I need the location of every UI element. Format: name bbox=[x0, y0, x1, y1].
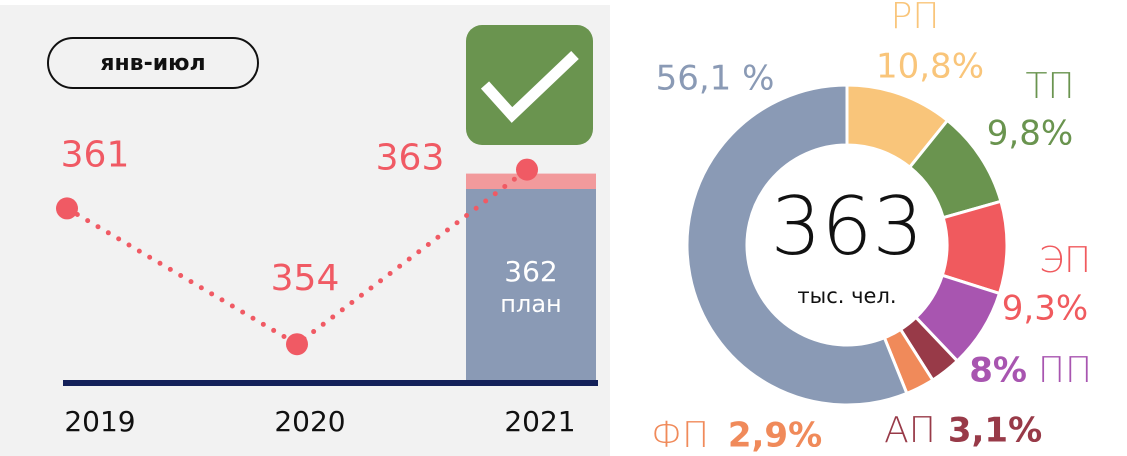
value-label: 2,9% bbox=[728, 416, 822, 456]
badge-text: янв-июл bbox=[100, 51, 205, 76]
value-label: 9,3% bbox=[1002, 289, 1088, 329]
badge bbox=[47, 37, 259, 89]
category-label: РП bbox=[891, 0, 940, 37]
category-label: ТП bbox=[1025, 66, 1074, 107]
point bbox=[286, 333, 308, 356]
donut-segment bbox=[685, 83, 909, 407]
plan-excess bbox=[466, 173, 596, 189]
center-value: 363 bbox=[771, 180, 924, 273]
center-label: тыс. чел. bbox=[797, 284, 896, 308]
value-label: 354 bbox=[271, 258, 340, 299]
category-label: ПП bbox=[1038, 350, 1092, 391]
value-label: 10,8% bbox=[876, 47, 984, 87]
category-label: ФП bbox=[651, 415, 709, 456]
value-label: 361 bbox=[61, 134, 130, 175]
category-label: ЭП bbox=[1039, 240, 1091, 281]
plan-value: 362 bbox=[504, 255, 557, 288]
point bbox=[516, 158, 538, 181]
category-label: АП bbox=[884, 410, 936, 451]
point bbox=[56, 197, 78, 220]
plan-label: план bbox=[500, 290, 561, 318]
x-tick-label: 2021 bbox=[504, 405, 575, 438]
value-label: 56,1 % bbox=[656, 59, 775, 99]
value-label: 363 bbox=[376, 138, 445, 179]
check-icon bbox=[480, 51, 579, 123]
check-box bbox=[466, 25, 593, 145]
value-label: 8% bbox=[969, 351, 1027, 391]
value-label: 3,1% bbox=[948, 411, 1042, 451]
plan-bar bbox=[466, 189, 596, 383]
x-tick-label: 2019 bbox=[64, 405, 135, 438]
x-tick-label: 2020 bbox=[274, 405, 345, 438]
value-label: 9,8% bbox=[987, 114, 1073, 154]
